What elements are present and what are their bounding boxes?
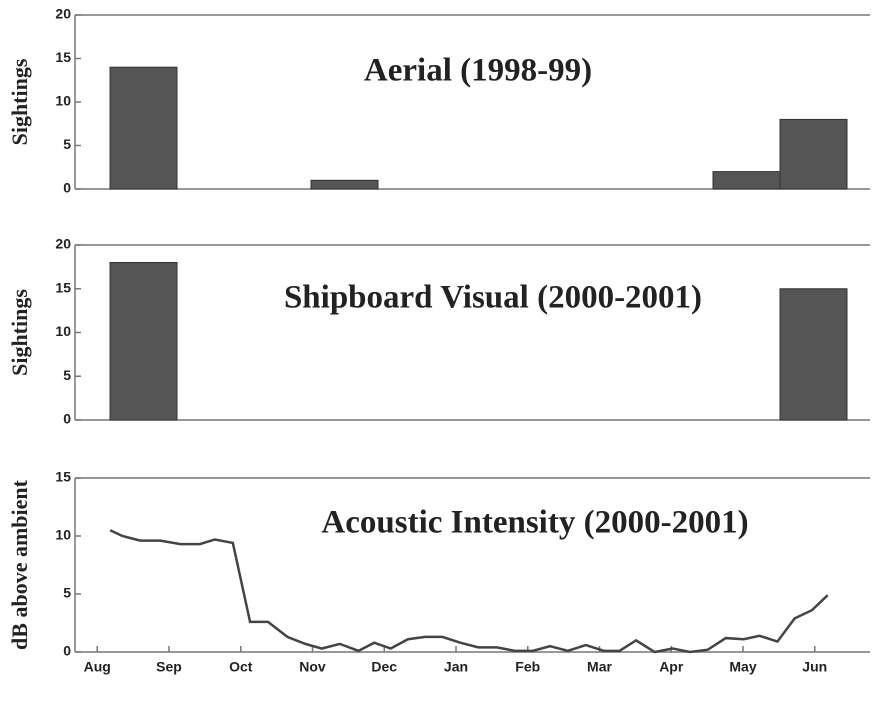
x-tick-label: Apr (659, 659, 684, 675)
y-tick-label: 5 (63, 136, 71, 152)
chart-title: Acoustic Intensity (2000-2001) (321, 505, 748, 541)
x-tick-label: Sep (156, 659, 182, 675)
y-tick-label: 20 (55, 6, 71, 22)
y-tick-label: 10 (55, 323, 71, 339)
x-tick-label: Dec (371, 659, 397, 675)
x-tick-label: Nov (299, 659, 326, 675)
chart-title: Aerial (1998-99) (364, 53, 592, 89)
y-tick-label: 0 (63, 643, 71, 659)
y-tick-label: 20 (55, 236, 71, 252)
x-tick-label: Oct (229, 659, 253, 675)
chart-title: Shipboard Visual (2000-2001) (284, 280, 702, 316)
y-axis-label: dB above ambient (7, 479, 32, 650)
y-tick-label: 15 (55, 279, 71, 295)
y-tick-label: 10 (55, 527, 71, 543)
y-tick-label: 0 (63, 411, 71, 427)
x-tick-label: Aug (84, 659, 111, 675)
bar (779, 288, 848, 421)
y-axis-label: Sightings (7, 289, 32, 376)
y-axis-label: Sightings (7, 58, 32, 145)
x-tick-label: Mar (587, 659, 612, 675)
bar (712, 171, 781, 190)
x-tick-label: Jun (802, 659, 827, 675)
x-tick-label: Jan (444, 659, 468, 675)
y-tick-label: 15 (55, 469, 71, 485)
y-tick-label: 10 (55, 93, 71, 109)
bar (310, 179, 379, 190)
y-tick-label: 0 (63, 180, 71, 196)
line (109, 529, 829, 654)
x-tick-label: Feb (515, 659, 540, 675)
bar (109, 262, 178, 421)
x-tick-label: May (729, 659, 756, 675)
y-tick-label: 15 (55, 49, 71, 65)
bar (779, 118, 848, 190)
y-tick-label: 5 (63, 585, 71, 601)
bar (109, 66, 178, 190)
y-tick-label: 5 (63, 367, 71, 383)
